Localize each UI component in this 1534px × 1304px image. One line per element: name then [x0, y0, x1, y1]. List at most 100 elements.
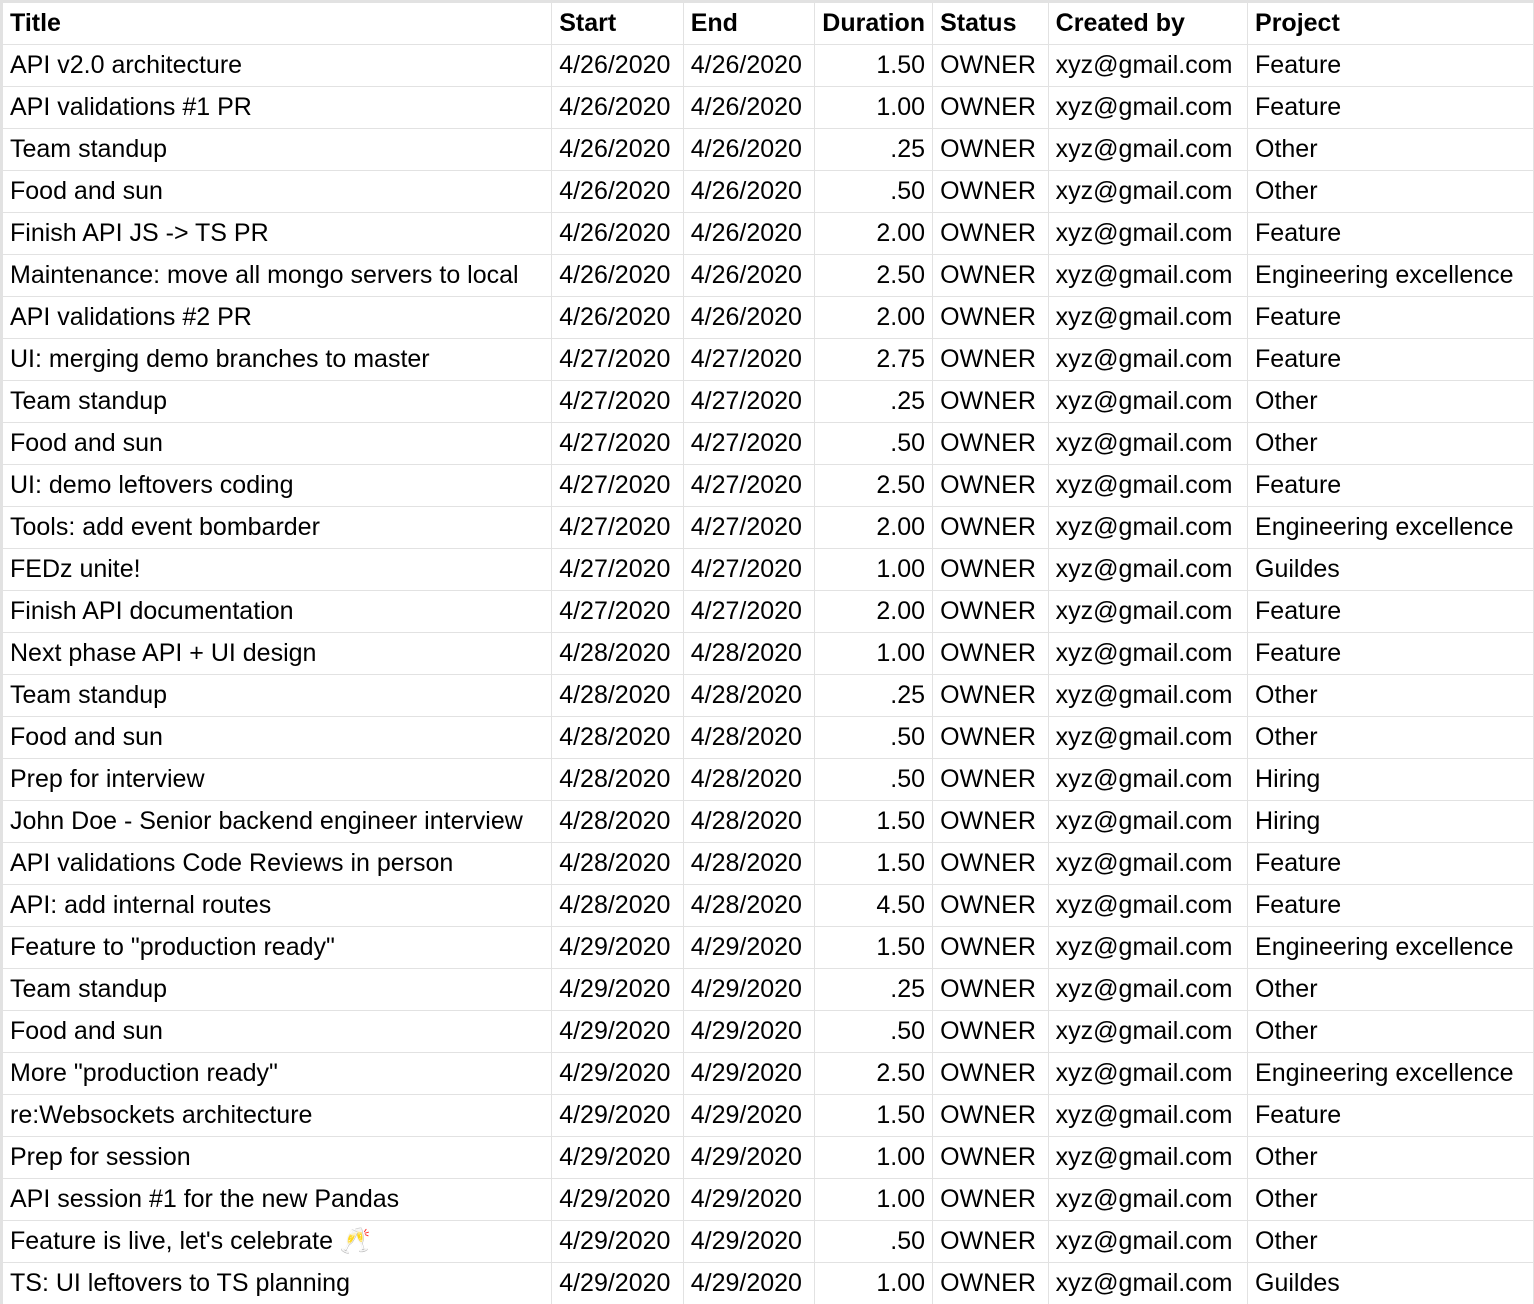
- header-status[interactable]: Status: [932, 2, 1049, 45]
- cell-created-by[interactable]: xyz@gmail.com: [1047, 422, 1249, 465]
- cell-status[interactable]: OWNER: [932, 884, 1049, 927]
- cell-start[interactable]: 4/27/2020: [551, 464, 684, 507]
- cell-title[interactable]: API: add internal routes: [1, 884, 553, 927]
- cell-start[interactable]: 4/26/2020: [551, 86, 684, 129]
- cell-title[interactable]: Feature is live, let's celebrate 🥂: [1, 1220, 553, 1263]
- cell-created-by[interactable]: xyz@gmail.com: [1047, 800, 1249, 843]
- cell-project[interactable]: Other: [1247, 1136, 1534, 1179]
- cell-created-by[interactable]: xyz@gmail.com: [1047, 632, 1249, 675]
- cell-duration[interactable]: 1.50: [814, 800, 934, 843]
- cell-status[interactable]: OWNER: [932, 842, 1049, 885]
- cell-status[interactable]: OWNER: [932, 1220, 1049, 1263]
- cell-duration[interactable]: 1.50: [814, 44, 934, 87]
- cell-created-by[interactable]: xyz@gmail.com: [1047, 380, 1249, 423]
- cell-end[interactable]: 4/29/2020: [682, 1052, 816, 1095]
- cell-project[interactable]: Other: [1247, 674, 1534, 717]
- cell-end[interactable]: 4/27/2020: [682, 590, 816, 633]
- cell-end[interactable]: 4/28/2020: [682, 800, 816, 843]
- cell-title[interactable]: Prep for interview: [1, 758, 553, 801]
- cell-created-by[interactable]: xyz@gmail.com: [1047, 590, 1249, 633]
- cell-duration[interactable]: 2.00: [814, 506, 934, 549]
- cell-end[interactable]: 4/28/2020: [682, 842, 816, 885]
- cell-created-by[interactable]: xyz@gmail.com: [1047, 1220, 1249, 1263]
- cell-title[interactable]: Food and sun: [1, 716, 553, 759]
- cell-created-by[interactable]: xyz@gmail.com: [1047, 968, 1249, 1011]
- cell-end[interactable]: 4/26/2020: [682, 128, 816, 171]
- cell-duration[interactable]: 1.50: [814, 926, 934, 969]
- cell-project[interactable]: Feature: [1247, 590, 1534, 633]
- cell-end[interactable]: 4/28/2020: [682, 716, 816, 759]
- cell-start[interactable]: 4/26/2020: [551, 44, 684, 87]
- cell-duration[interactable]: .50: [814, 170, 934, 213]
- cell-title[interactable]: Team standup: [1, 128, 553, 171]
- cell-end[interactable]: 4/29/2020: [682, 1220, 816, 1263]
- cell-start[interactable]: 4/29/2020: [551, 1010, 684, 1053]
- cell-status[interactable]: OWNER: [932, 674, 1049, 717]
- cell-project[interactable]: Guildes: [1247, 1262, 1534, 1304]
- cell-created-by[interactable]: xyz@gmail.com: [1047, 884, 1249, 927]
- cell-project[interactable]: Other: [1247, 1178, 1534, 1221]
- cell-status[interactable]: OWNER: [932, 1052, 1049, 1095]
- cell-project[interactable]: Engineering excellence: [1247, 1052, 1534, 1095]
- cell-end[interactable]: 4/27/2020: [682, 548, 816, 591]
- cell-duration[interactable]: .50: [814, 422, 934, 465]
- cell-end[interactable]: 4/29/2020: [682, 968, 816, 1011]
- cell-duration[interactable]: 1.00: [814, 1178, 934, 1221]
- cell-title[interactable]: FEDz unite!: [1, 548, 553, 591]
- cell-status[interactable]: OWNER: [932, 44, 1049, 87]
- cell-created-by[interactable]: xyz@gmail.com: [1047, 1052, 1249, 1095]
- cell-title[interactable]: Food and sun: [1, 170, 553, 213]
- cell-created-by[interactable]: xyz@gmail.com: [1047, 128, 1249, 171]
- cell-end[interactable]: 4/26/2020: [682, 254, 816, 297]
- cell-status[interactable]: OWNER: [932, 590, 1049, 633]
- cell-end[interactable]: 4/28/2020: [682, 674, 816, 717]
- cell-title[interactable]: John Doe - Senior backend engineer inter…: [1, 800, 553, 843]
- cell-created-by[interactable]: xyz@gmail.com: [1047, 926, 1249, 969]
- cell-end[interactable]: 4/29/2020: [682, 1262, 816, 1304]
- cell-title[interactable]: API validations #2 PR: [1, 296, 553, 339]
- cell-created-by[interactable]: xyz@gmail.com: [1047, 758, 1249, 801]
- cell-start[interactable]: 4/26/2020: [551, 170, 684, 213]
- cell-end[interactable]: 4/26/2020: [682, 44, 816, 87]
- cell-duration[interactable]: 1.00: [814, 1136, 934, 1179]
- cell-start[interactable]: 4/28/2020: [551, 800, 684, 843]
- cell-project[interactable]: Hiring: [1247, 800, 1534, 843]
- header-start[interactable]: Start: [551, 2, 684, 45]
- cell-end[interactable]: 4/28/2020: [682, 632, 816, 675]
- cell-duration[interactable]: .50: [814, 1220, 934, 1263]
- cell-title[interactable]: API validations #1 PR: [1, 86, 553, 129]
- cell-project[interactable]: Feature: [1247, 296, 1534, 339]
- cell-title[interactable]: Food and sun: [1, 1010, 553, 1053]
- cell-status[interactable]: OWNER: [932, 170, 1049, 213]
- cell-project[interactable]: Feature: [1247, 632, 1534, 675]
- cell-project[interactable]: Other: [1247, 380, 1534, 423]
- cell-end[interactable]: 4/27/2020: [682, 380, 816, 423]
- cell-start[interactable]: 4/29/2020: [551, 1220, 684, 1263]
- cell-duration[interactable]: 2.00: [814, 296, 934, 339]
- cell-start[interactable]: 4/26/2020: [551, 254, 684, 297]
- cell-end[interactable]: 4/29/2020: [682, 926, 816, 969]
- cell-duration[interactable]: 1.00: [814, 1262, 934, 1304]
- cell-title[interactable]: Team standup: [1, 968, 553, 1011]
- cell-title[interactable]: More "production ready": [1, 1052, 553, 1095]
- cell-project[interactable]: Engineering excellence: [1247, 926, 1534, 969]
- cell-status[interactable]: OWNER: [932, 1094, 1049, 1137]
- cell-end[interactable]: 4/27/2020: [682, 464, 816, 507]
- cell-start[interactable]: 4/29/2020: [551, 926, 684, 969]
- cell-status[interactable]: OWNER: [932, 1010, 1049, 1053]
- cell-end[interactable]: 4/29/2020: [682, 1178, 816, 1221]
- cell-duration[interactable]: 2.75: [814, 338, 934, 381]
- cell-start[interactable]: 4/27/2020: [551, 380, 684, 423]
- cell-start[interactable]: 4/29/2020: [551, 1052, 684, 1095]
- cell-title[interactable]: Feature to "production ready": [1, 926, 553, 969]
- cell-start[interactable]: 4/28/2020: [551, 758, 684, 801]
- cell-status[interactable]: OWNER: [932, 86, 1049, 129]
- cell-created-by[interactable]: xyz@gmail.com: [1047, 1262, 1249, 1304]
- cell-start[interactable]: 4/27/2020: [551, 338, 684, 381]
- cell-created-by[interactable]: xyz@gmail.com: [1047, 1010, 1249, 1053]
- cell-created-by[interactable]: xyz@gmail.com: [1047, 1178, 1249, 1221]
- cell-project[interactable]: Other: [1247, 1010, 1534, 1053]
- cell-start[interactable]: 4/28/2020: [551, 716, 684, 759]
- cell-status[interactable]: OWNER: [932, 296, 1049, 339]
- cell-start[interactable]: 4/28/2020: [551, 632, 684, 675]
